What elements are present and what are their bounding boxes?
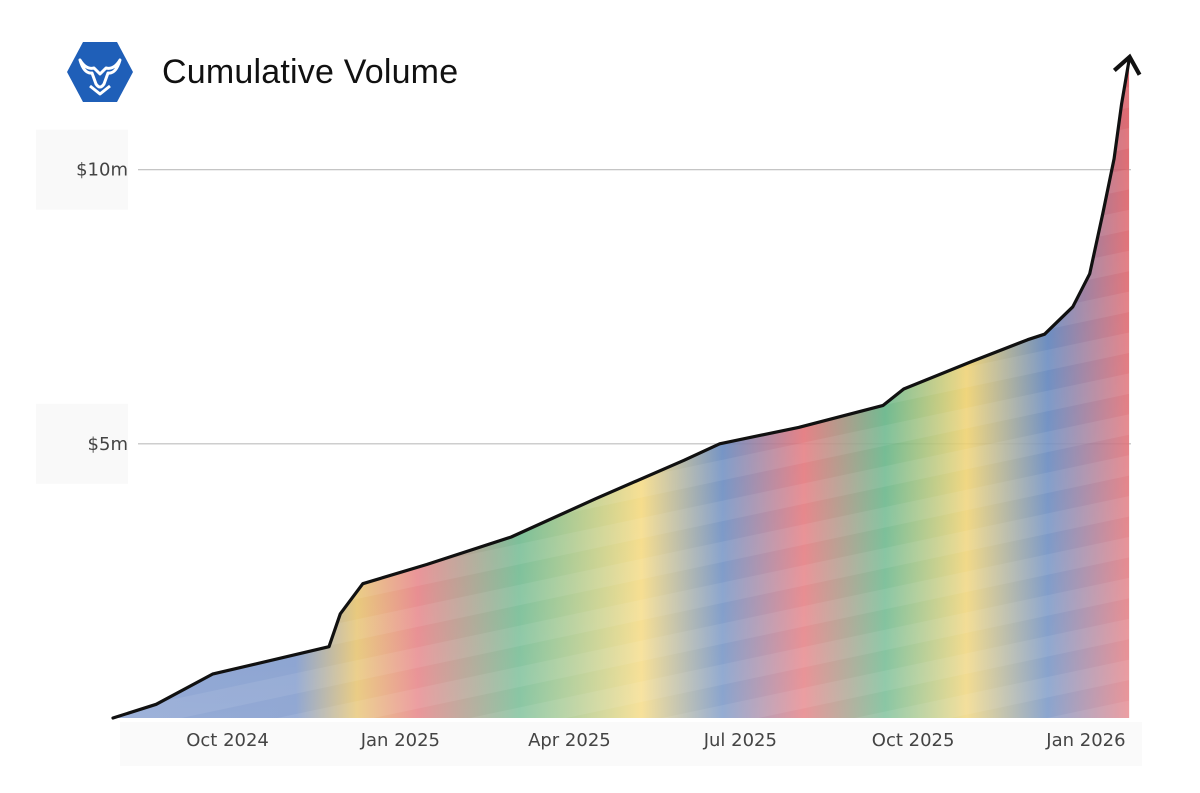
y-tick-label: $5m xyxy=(88,434,128,455)
chart-title: Cumulative Volume xyxy=(162,52,459,91)
y-tick-label: $10m xyxy=(76,160,128,181)
x-tick-label: Oct 2024 xyxy=(186,730,269,751)
area-fade xyxy=(113,60,1130,718)
x-tick-label: Jul 2025 xyxy=(703,730,777,751)
x-axis-band xyxy=(120,722,1142,766)
y-tick-label-background xyxy=(36,129,128,210)
x-tick-label: Jan 2025 xyxy=(360,730,440,751)
x-tick-label: Oct 2025 xyxy=(872,730,955,751)
series-line xyxy=(111,53,1142,720)
x-tick-label: Apr 2025 xyxy=(528,730,611,751)
bull-hexagon-icon xyxy=(67,42,133,102)
y-tick-label-background xyxy=(36,403,128,484)
x-tick-label: Jan 2026 xyxy=(1045,730,1125,751)
chart-header: Cumulative Volume xyxy=(66,40,458,104)
